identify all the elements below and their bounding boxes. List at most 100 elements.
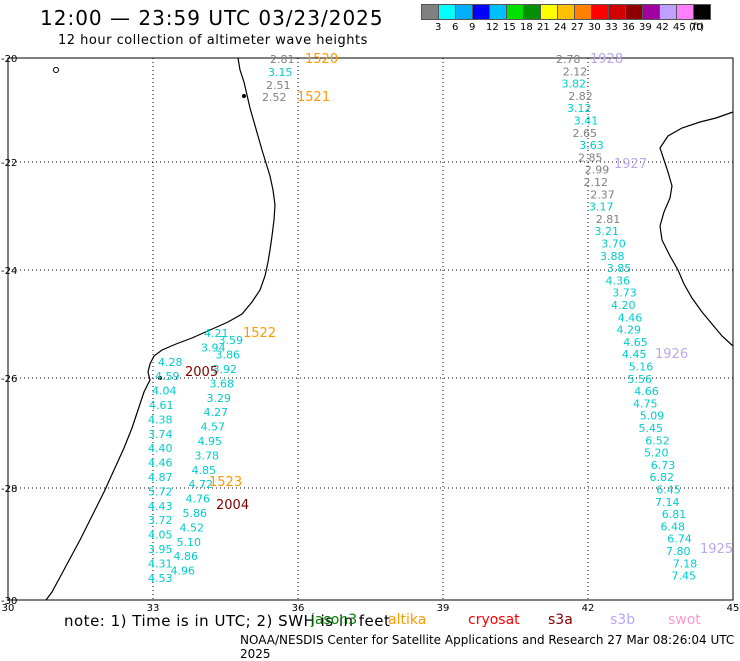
- wave-height-value: 3.59: [219, 334, 244, 347]
- pass-id-label: 2004: [216, 498, 249, 513]
- legend-swatch: [693, 4, 711, 20]
- wave-height-value: 4.65: [623, 336, 648, 349]
- island-marker: [242, 94, 246, 98]
- satellite-name: jason3: [311, 612, 358, 628]
- wave-height-value: 2.51: [266, 79, 291, 92]
- wave-height-value: 5.86: [183, 507, 208, 520]
- legend-label: 6: [452, 22, 459, 33]
- wave-height-value: 2.37: [590, 188, 615, 201]
- legend-swatch: [421, 4, 439, 20]
- latitude-tick-label: -26: [1, 374, 17, 385]
- legend-label: 24: [554, 22, 567, 33]
- legend-swatch: [557, 4, 575, 20]
- africa-coastline: [45, 57, 276, 601]
- page-subtitle: 12 hour collection of altimeter wave hei…: [58, 33, 368, 48]
- color-scale-legend: [421, 4, 711, 20]
- wave-height-value: 4.05: [148, 529, 173, 542]
- wave-height-value: 2.12: [563, 65, 588, 78]
- wave-height-value: 3.92: [213, 363, 238, 376]
- legend-label: 30: [588, 22, 601, 33]
- wave-height-value: 3.86: [216, 349, 241, 362]
- wave-height-value: 3.70: [601, 238, 626, 251]
- wave-height-value: 3.41: [574, 115, 599, 128]
- wave-height-value: 6.82: [650, 471, 675, 484]
- wave-height-value: 7.45: [672, 570, 697, 583]
- map-frame: [7, 57, 734, 601]
- wave-height-value: 2.99: [585, 164, 610, 177]
- wave-height-value: 4.46: [148, 457, 173, 470]
- legend-swatch: [506, 4, 524, 20]
- wave-height-value: 7.18: [673, 557, 698, 570]
- wave-height-value: 6.52: [645, 434, 670, 447]
- legend-swatch: [540, 4, 558, 20]
- wave-height-value: 5.20: [644, 447, 669, 460]
- legend-swatch: [608, 4, 626, 20]
- wave-height-value: 7.80: [666, 545, 691, 558]
- wave-height-value: 4.27: [204, 406, 229, 419]
- satellite-name: s3b: [610, 612, 636, 628]
- madagascar-coastline: [659, 111, 734, 347]
- latitude-tick-label: -24: [1, 266, 17, 277]
- legend-swatch: [472, 4, 490, 20]
- wave-height-value: 4.75: [633, 397, 658, 410]
- legend-label: 15: [503, 22, 516, 33]
- wave-height-value: 4.04: [152, 385, 177, 398]
- legend-label: 18: [520, 22, 533, 33]
- wave-height-value: 7.14: [655, 496, 680, 509]
- legend-swatch: [489, 4, 507, 20]
- legend-label: 9: [469, 22, 476, 33]
- wave-height-value: 5.09: [640, 410, 665, 423]
- wave-height-value: 2.82: [568, 90, 593, 103]
- wave-height-value: 4.85: [192, 464, 217, 477]
- wave-height-value: 4.46: [618, 311, 643, 324]
- pass-id-label: 1521: [297, 90, 330, 105]
- legend-label: 12: [486, 22, 499, 33]
- legend-label: 70: [690, 22, 703, 33]
- wave-height-value: 3.72: [148, 514, 173, 527]
- wave-height-value: 4.40: [148, 442, 173, 455]
- legend-swatch: [438, 4, 456, 20]
- wave-height-value: 4.72: [189, 478, 214, 491]
- wave-height-value: 3.88: [600, 250, 625, 263]
- latitude-tick-label: -30: [1, 596, 17, 607]
- legend-swatch: [523, 4, 541, 20]
- wave-height-value: 4.53: [148, 572, 173, 585]
- pass-id-label: 1927: [614, 157, 647, 172]
- wave-height-value: 2.81: [270, 53, 295, 66]
- wave-height-value: 3.82: [562, 78, 587, 91]
- wave-height-value: 4.61: [149, 399, 174, 412]
- wave-height-value: 6.81: [662, 508, 687, 521]
- graticule: 30 33 36 39 42 45 -20 -22 -24 -26 -28 -30: [1, 54, 739, 614]
- wave-height-value: 4.29: [617, 324, 642, 337]
- wave-height-value: 3.73: [612, 287, 637, 300]
- wave-height-value: 4.57: [201, 421, 226, 434]
- wave-height-value: 2.52: [262, 91, 287, 104]
- pass-id-label: 1925: [700, 542, 733, 557]
- satellite-name: swot: [668, 612, 701, 628]
- wave-height-value: 5.72: [148, 485, 173, 498]
- latitude-tick-label: -22: [1, 158, 17, 169]
- wave-height-value: 3.21: [595, 225, 620, 238]
- wave-height-value: 2.12: [584, 176, 609, 189]
- longitude-tick-label: 42: [582, 603, 595, 614]
- legend-swatch: [625, 4, 643, 20]
- satellite-name: s3a: [548, 612, 573, 628]
- legend-swatch: [676, 4, 694, 20]
- wave-height-value: 3.12: [567, 102, 592, 115]
- island-marker: [53, 67, 59, 73]
- wave-height-value: 4.21: [204, 327, 229, 340]
- wave-height-value: 3.17: [589, 201, 614, 214]
- latitude-tick-label: -20: [1, 54, 17, 65]
- wave-height-value: 4.66: [634, 385, 659, 398]
- wave-height-value: 4.28: [158, 356, 183, 369]
- wave-height-value: 5.56: [628, 373, 653, 386]
- wave-height-value: 3.95: [148, 543, 173, 556]
- credit-line: NOAA/NESDIS Center for Satellite Applica…: [240, 633, 735, 661]
- legend-label: 3: [435, 22, 442, 33]
- wave-height-value: 5.45: [639, 422, 664, 435]
- satellite-name: cryosat: [468, 612, 520, 628]
- pass-id-label: 1520: [305, 52, 338, 67]
- legend-swatch: [591, 4, 609, 20]
- pass-id-label: 2005: [185, 365, 218, 380]
- footer-note: note: 1) Time is in UTC; 2) SWH is in fe…: [64, 612, 391, 630]
